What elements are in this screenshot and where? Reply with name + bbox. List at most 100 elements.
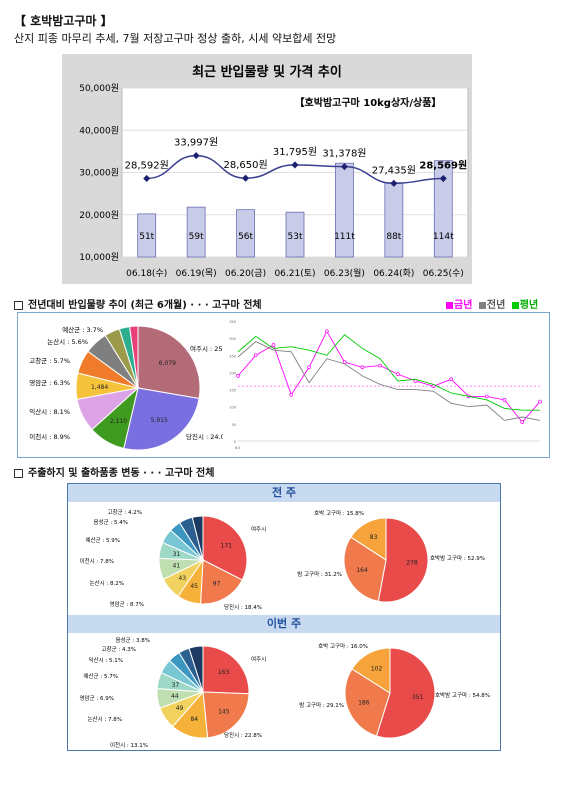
pie-outer-label: 음성군 : 5.4% (93, 518, 128, 526)
cur-week-variety-pie: 351 호박밤 고구마 : 54.8% 186 밤 고구마 : 29.1% 102 호박 … (299, 642, 490, 739)
price-label: 28,592원 (125, 159, 169, 171)
pie-inner-label: 1,484 (91, 384, 108, 391)
series-line-0 (237, 330, 541, 423)
pie-slice (188, 645, 204, 693)
pie-slice (191, 515, 204, 561)
x-tick-label: 06.21(토) (274, 269, 315, 279)
y-left-tick: 10,000원 (79, 252, 119, 263)
pie-inner-label: 37 (172, 682, 180, 689)
prev-week-variety-pie: 278 호박밤 고구마 : 52.9% 164 밤 고구마 : 31.2% 83 호박 고… (297, 509, 485, 603)
line-legend: 금년 전년 평년 (446, 296, 538, 311)
current-point (378, 363, 382, 368)
pie-slice (202, 645, 250, 695)
pie-outer-label: 당진시 : 22.8% (224, 731, 262, 739)
volume-label: 88t (386, 232, 401, 242)
pie-slice (375, 647, 436, 739)
prev-week-origin-pie: 171 여주시 : 32.5% 97 당진시 : 18.4% 45 영암군 : 8.7% 4… (79, 508, 268, 611)
pie-outer-label: 호박 고구마 : 15.8% (314, 509, 364, 517)
price-label: 31,795원 (273, 146, 317, 158)
pie-inner-label: 102 (371, 666, 383, 673)
pie-outer-label: 당진시 : 24.0% (186, 432, 223, 441)
current-point (538, 399, 542, 404)
x-tick-label: 6/1 (235, 446, 241, 450)
pie-slice (123, 387, 200, 451)
pie-inner-label: 163 (218, 669, 230, 676)
pie-inner-label: 186 (358, 700, 370, 707)
x-tick-label: 06.20(금) (225, 268, 266, 279)
pie-slice (343, 536, 387, 602)
current-point (484, 394, 489, 399)
pie-inner-label: 83 (370, 534, 378, 541)
pie-inner-label: 43 (178, 575, 186, 582)
series-line-2 (237, 334, 540, 411)
y-tick-label: 150 (229, 389, 236, 393)
origin-share-pie: 6,079 여주시 : 25.6% 5,915 당진시 : 24.0% 2,110 이천시… (29, 325, 223, 451)
y-left-tick: 30,000원 (79, 168, 119, 179)
pie-slice (350, 517, 387, 561)
price-label: 27,435원 (372, 164, 416, 176)
pie-inner-label: 44 (171, 693, 179, 700)
y-left-tick: 40,000원 (79, 125, 119, 136)
pie-inner-label: 41 (172, 563, 180, 570)
y-tick-label: 250 (229, 354, 236, 358)
legend-current: 금년 (454, 300, 473, 311)
price-point (192, 152, 200, 160)
volume-label: 114t (433, 232, 454, 242)
pie-outer-label: 호박 고구마 : 16.0% (318, 642, 368, 650)
y-tick-label: 50 (232, 423, 236, 427)
current-point (236, 374, 240, 378)
price-point (143, 174, 151, 182)
legend-swatch-current (446, 301, 453, 309)
current-point (307, 365, 311, 370)
pie-inner-label: 2,110 (110, 418, 127, 425)
chart1-title: 최근 반입물량 및 가격 추이 (192, 64, 342, 80)
pie-outer-label: 이천시 : 7.8% (79, 557, 114, 565)
volume-bar (433, 160, 453, 258)
volume-bar (285, 211, 305, 258)
yearly-volume-line-chart: 0 50 100 150 200 250 300 350 6/1 (229, 320, 542, 450)
pie-inner-label: 164 (356, 567, 368, 574)
pie-outer-label: 호박밤 고구마 : 52.9% (430, 554, 485, 562)
price-label: 28,569원 (419, 159, 467, 172)
pie-outer-label: 예산군 : 3.7% (62, 325, 103, 334)
section2-title: 전년대비 반입물량 추이 (최근 6개월) · · · 고구마 전체 (28, 300, 262, 311)
y-tick-label: 100 (229, 406, 236, 410)
pie-inner-label: 6,079 (159, 360, 176, 367)
x-tick-label: 06.19(목) (176, 268, 217, 279)
pie-slice (202, 691, 250, 739)
current-point (396, 372, 400, 376)
price-point (390, 179, 398, 187)
pie-inner-label: 49 (176, 705, 184, 712)
pie-slice (137, 325, 201, 400)
current-point (289, 392, 294, 397)
pie-outer-label: 익산시 : 5.1% (88, 656, 123, 664)
x-tick-label: 06.24(화) (373, 268, 414, 279)
pie-outer-label: 이천시 : 13.1% (110, 741, 148, 748)
pie-inner-label: 278 (406, 559, 418, 566)
pie-inner-label: 171 (221, 543, 233, 550)
page-subtitle: 산지 피종 마무리 추세, 7월 저장고구마 정상 출하, 시세 약보합세 전망 (14, 32, 337, 45)
current-point (324, 329, 329, 334)
x-tick-label: 06.18(수) (126, 268, 167, 279)
volume-label: 111t (334, 232, 355, 242)
section3-title: 주출하지 및 출하품종 변동 · · · 고구마 전체 (28, 468, 215, 479)
price-point (291, 161, 299, 169)
section3-heading: 주출하지 및 출하품종 변동 · · · 고구마 전체 (14, 464, 214, 479)
y-left-tick: 20,000원 (79, 210, 119, 221)
chart1-inner-label: 【호박밤고구마 10kg상자/상품】 (295, 96, 442, 109)
price-point (340, 163, 348, 171)
series-line-1 (237, 341, 541, 421)
page-title: 【 호박밤고구마 】 (14, 14, 113, 28)
price-volume-chart: 50,000원40,000원30,000원20,000원10,000원200t1… (79, 64, 469, 279)
volume-bar (186, 206, 206, 258)
pie-outer-label: 호박밤 고구마 : 54.8% (435, 691, 490, 699)
pie-outer-label: 논산시 : 7.8% (87, 715, 122, 723)
legend-prev: 전년 (486, 300, 506, 311)
pie-slice (344, 668, 391, 737)
legend-swatch-prev (478, 301, 486, 309)
current-point (253, 353, 258, 358)
volume-bar (384, 182, 404, 258)
pie-outer-label: 음성군 : 3.8% (115, 636, 150, 644)
pie-inner-label: 31 (173, 551, 181, 558)
pie-inner-label: 145 (218, 709, 230, 716)
